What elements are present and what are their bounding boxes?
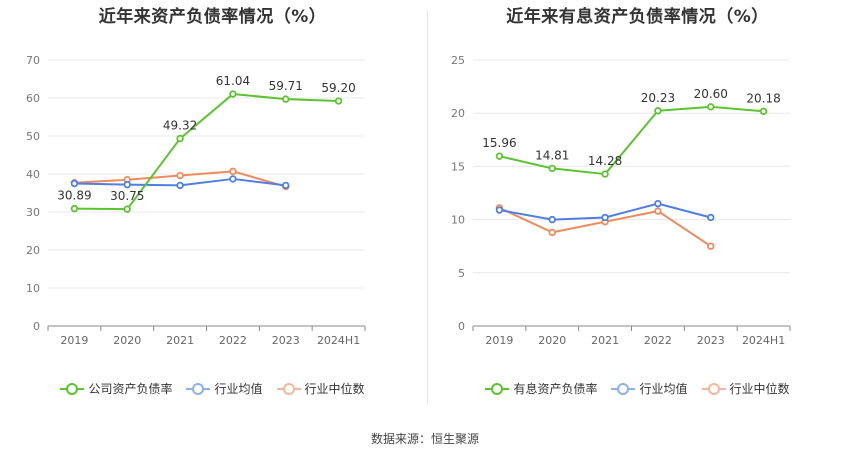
- data-point: [176, 171, 184, 180]
- data-label: 20.60: [694, 87, 728, 101]
- legend-item-series2[interactable]: 行业均值: [186, 380, 263, 397]
- x-tick-label: 2022: [219, 334, 247, 347]
- data-label: 49.32: [163, 119, 197, 133]
- legend-label: 公司资产负债率: [88, 382, 173, 396]
- data-point: [176, 181, 184, 190]
- series-line: [74, 93, 339, 211]
- legend-label: 有息资产负债率: [513, 382, 598, 396]
- chart-title: 近年来有息资产负债率情况（%）: [506, 7, 769, 27]
- data-point: [707, 213, 715, 222]
- data-point: [759, 107, 768, 115]
- data-point: [70, 204, 79, 213]
- chart-left: 近年来资产负债率情况（%） 0 10 20 30 40 50 60 70 2019 2020 202…: [0, 0, 425, 410]
- data-point: [601, 213, 609, 222]
- series-line: [499, 105, 764, 176]
- y-tick-label: 10: [26, 282, 40, 295]
- data-point: [707, 242, 715, 250]
- data-label: 15.96: [482, 136, 516, 150]
- data-point: [229, 167, 237, 176]
- data-label: 59.20: [321, 81, 355, 95]
- y-tick-label: 30: [26, 206, 40, 219]
- data-label: 20.23: [641, 91, 675, 105]
- data-label: 59.71: [269, 79, 303, 93]
- y-tick-label: 40: [26, 168, 40, 181]
- data-label: 14.81: [535, 148, 569, 162]
- data-label: 30.89: [57, 189, 91, 203]
- data-point: [495, 152, 504, 160]
- y-tick-label: 20: [451, 107, 465, 120]
- legend: 公司资产负债率 行业均值 行业中位数: [0, 380, 425, 397]
- legend-label: 行业中位数: [304, 382, 365, 396]
- legend-item-series3[interactable]: 行业中位数: [276, 380, 365, 397]
- data-point: [548, 215, 556, 224]
- y-tick-label: 60: [26, 92, 40, 105]
- data-label: 14.28: [588, 154, 622, 168]
- data-point: [654, 207, 662, 215]
- series-line: [498, 206, 712, 248]
- data-point: [601, 170, 609, 178]
- plot-area: 0 10 20 30 40 50 60 70 2019 2020 2021 2022 2023 2024H…: [26, 54, 366, 347]
- y-tick-label: 20: [26, 244, 40, 257]
- x-tick-label: 2022: [644, 334, 672, 347]
- y-tick-label: 50: [26, 130, 40, 143]
- x-tick-label: 2023: [697, 334, 725, 347]
- data-label: 30.75: [110, 189, 144, 203]
- data-point: [495, 206, 504, 214]
- data-point: [654, 107, 662, 115]
- data-point: [229, 90, 237, 98]
- plot-area: 0 5 10 15 20 25 2019 2020 2021 2022 2023 2024H1 15.9…: [451, 54, 791, 347]
- data-point: [548, 228, 556, 237]
- data-point: [229, 175, 237, 183]
- legend-marker-icon: [485, 382, 510, 395]
- y-tick-label: 10: [451, 214, 465, 227]
- legend-marker-icon: [186, 382, 211, 395]
- y-tick-label: 5: [458, 267, 465, 280]
- y-tick-label: 15: [451, 160, 465, 173]
- y-tick-label: 25: [451, 54, 465, 67]
- x-tick-label: 2021: [591, 334, 619, 347]
- legend-item-series2[interactable]: 行业均值: [611, 380, 688, 397]
- data-point: [70, 179, 79, 188]
- data-point: [548, 164, 556, 173]
- legend-label: 行业均值: [214, 382, 263, 396]
- data-label: 61.04: [216, 74, 250, 88]
- legend-marker-icon: [60, 382, 85, 395]
- x-tick-label: 2019: [485, 334, 513, 347]
- y-tick-label: 0: [33, 320, 40, 333]
- legend-marker-icon: [276, 382, 301, 395]
- data-point: [282, 181, 290, 190]
- legend-marker-icon: [701, 382, 726, 395]
- x-tick-label: 2024H1: [317, 334, 360, 347]
- x-tick-label: 2024H1: [742, 334, 785, 347]
- legend-item-series3[interactable]: 行业中位数: [701, 380, 790, 397]
- data-point: [654, 199, 662, 208]
- data-point: [176, 134, 184, 143]
- data-point: [282, 95, 290, 103]
- legend-item-series1[interactable]: 有息资产负债率: [485, 380, 597, 397]
- x-tick-label: 2020: [113, 334, 141, 347]
- data-point: [123, 205, 131, 213]
- legend-item-series1[interactable]: 公司资产负债率: [60, 380, 172, 397]
- data-point: [334, 97, 343, 105]
- x-tick-label: 2020: [538, 334, 566, 347]
- panel-divider: [427, 10, 428, 405]
- legend-label: 行业中位数: [729, 382, 790, 396]
- x-tick-label: 2023: [272, 334, 300, 347]
- y-tick-label: 0: [458, 320, 465, 333]
- legend-marker-icon: [611, 382, 636, 395]
- source-note: 数据来源：恒生聚源: [370, 432, 479, 446]
- chart-title: 近年来资产负债率情况（%）: [98, 7, 327, 27]
- legend-label: 行业均值: [639, 382, 688, 396]
- data-point: [123, 180, 131, 189]
- y-tick-label: 70: [26, 54, 40, 67]
- legend: 有息资产负债率 行业均值 行业中位数: [425, 380, 850, 397]
- data-label: 20.18: [746, 91, 780, 105]
- chart-right: 近年来有息资产负债率情况（%） 0 5 10 15 20 25 2019 2020 2021 20…: [425, 0, 850, 410]
- data-point: [707, 103, 715, 111]
- x-tick-label: 2019: [60, 334, 88, 347]
- x-tick-label: 2021: [166, 334, 194, 347]
